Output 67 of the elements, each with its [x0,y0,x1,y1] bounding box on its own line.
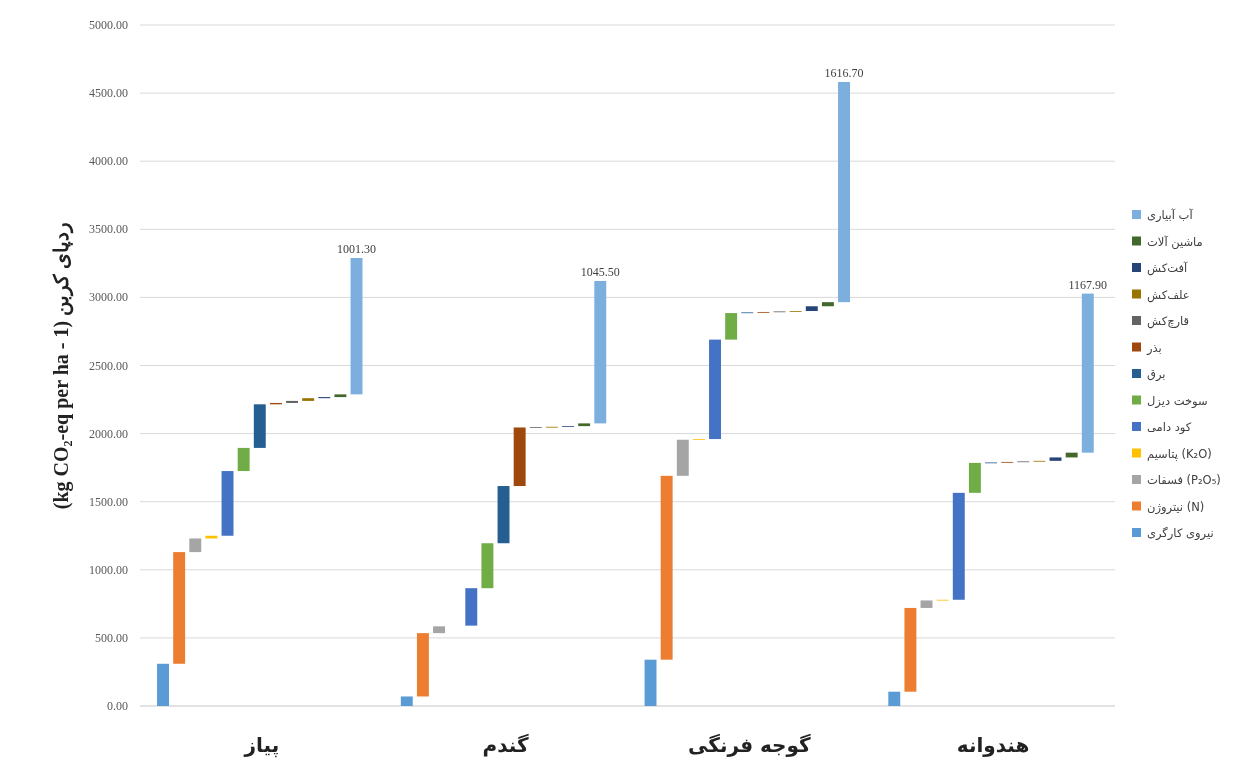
legend-label: نیتروژن (N) [1147,499,1205,515]
bar [173,552,186,664]
y-tick-label: 3500.00 [89,222,128,237]
bar [594,280,607,424]
bar [157,663,169,706]
legend-label: بذر [1146,340,1162,356]
legend-label: کود دامی [1147,420,1192,435]
legend-label: فسفات (P₂O₅) [1147,473,1221,487]
data-label: 1167.90 [1068,277,1108,292]
bar [416,633,429,697]
bar [513,427,526,487]
legend-label: علف‌کش [1147,287,1190,303]
y-tick-label: 0.00 [107,699,128,713]
bar [334,394,347,398]
bar [920,600,933,608]
bar [644,659,657,706]
y-tick-label: 500.00 [95,630,128,645]
bar [237,447,250,472]
bar [286,400,298,403]
bar [1049,457,1062,461]
bar [433,626,445,634]
y-tick-label: 1500.00 [89,494,128,509]
bar [497,486,510,544]
x-tick-label: هندوانه [956,733,1030,757]
data-label: 1045.50 [580,264,620,279]
y-tick-label: 4000.00 [89,154,128,169]
bar [465,588,478,626]
bar [189,538,202,553]
bar [1081,293,1094,453]
bar [805,306,818,312]
bar [253,404,266,448]
bar [952,492,965,600]
bar [676,439,689,476]
legend-label: آفت‌کش [1147,261,1188,276]
y-tick-label: 4500.00 [89,86,128,101]
bar [221,471,234,536]
legend-label: ماشین آلات [1147,234,1203,250]
legend-label: آب آبیاری [1147,208,1194,223]
legend-label: نیروی کارگری [1147,526,1214,541]
bar [888,691,901,706]
bar [481,543,494,589]
x-tick-label: گوجه فرنگی [688,733,812,757]
legend-label: پتاسیم (K₂O) [1147,446,1212,461]
bar [838,81,850,303]
y-tick-label: 1000.00 [89,562,128,577]
bar [725,313,738,340]
legend-label: سوخت دیزل [1147,393,1208,409]
data-label: 1001.30 [337,242,377,256]
bar [400,696,413,706]
bar [904,607,917,692]
x-tick-label: گندم [482,733,529,757]
x-tick-label: پیاز [243,733,280,758]
legend-label: قارچ‌کش [1147,314,1190,329]
bar [302,398,315,401]
legend-label: برق [1147,367,1166,382]
bar [578,423,591,427]
y-tick-label: 2500.00 [89,358,128,373]
bar [709,339,721,440]
bar [968,462,981,493]
bar [660,475,673,660]
y-tick-label: 2000.00 [89,426,128,441]
y-tick-label: 3000.00 [89,290,128,305]
bar [821,302,834,307]
data-label: 1616.70 [824,65,864,80]
y-axis-title: (kg CO₂-eq per ha - 1) ردپای کربن [50,221,74,510]
bar [350,258,363,395]
y-tick-label: 5000.00 [89,18,128,32]
